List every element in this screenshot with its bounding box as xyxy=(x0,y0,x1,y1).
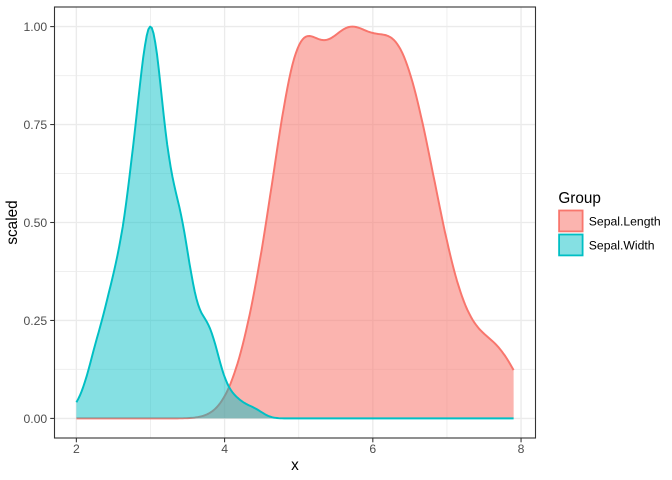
svg-text:scaled: scaled xyxy=(4,200,21,244)
svg-text:6: 6 xyxy=(369,442,376,456)
svg-text:Sepal.Length: Sepal.Length xyxy=(589,214,661,228)
svg-text:Group: Group xyxy=(558,190,601,207)
svg-text:x: x xyxy=(291,457,299,474)
svg-text:0.25: 0.25 xyxy=(23,314,47,328)
svg-text:2: 2 xyxy=(73,442,80,456)
svg-text:0.75: 0.75 xyxy=(23,118,47,132)
svg-text:4: 4 xyxy=(221,442,228,456)
svg-text:8: 8 xyxy=(518,442,525,456)
svg-text:0.00: 0.00 xyxy=(23,412,47,426)
svg-text:Sepal.Width: Sepal.Width xyxy=(589,238,655,252)
svg-text:1.00: 1.00 xyxy=(23,20,47,34)
svg-text:0.50: 0.50 xyxy=(23,216,47,230)
